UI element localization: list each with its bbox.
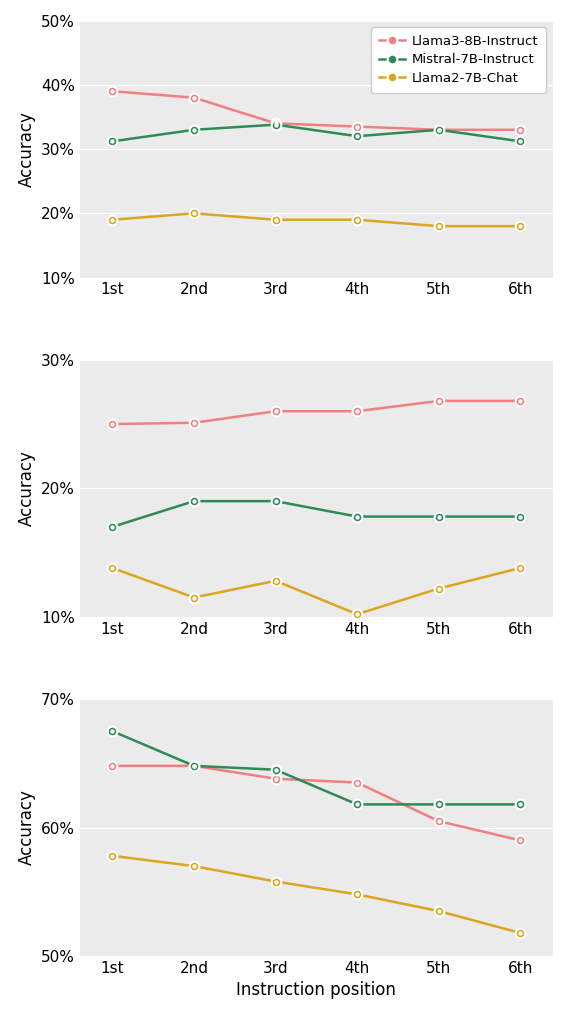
Llama3-8B-Instruct xyxy=(517,395,524,407)
Llama2-7B-Chat xyxy=(190,591,197,603)
Llama3-8B-Instruct xyxy=(354,776,361,788)
Line: Mistral-7B-Instruct: Mistral-7B-Instruct xyxy=(108,120,525,146)
Mistral-7B-Instruct xyxy=(517,798,524,810)
Llama2-7B-Chat xyxy=(272,214,279,226)
Llama2-7B-Chat xyxy=(109,214,116,226)
Llama3-8B-Instruct xyxy=(190,91,197,104)
Llama3-8B-Instruct xyxy=(272,405,279,417)
Llama2-7B-Chat xyxy=(354,608,361,620)
Mistral-7B-Instruct xyxy=(190,760,197,772)
Llama3-8B-Instruct xyxy=(109,85,116,98)
Mistral-7B-Instruct xyxy=(354,510,361,522)
Llama3-8B-Instruct xyxy=(517,835,524,847)
Mistral-7B-Instruct xyxy=(109,520,116,533)
Mistral-7B-Instruct xyxy=(272,118,279,131)
Llama2-7B-Chat xyxy=(517,220,524,232)
Line: Llama2-7B-Chat: Llama2-7B-Chat xyxy=(108,563,525,619)
Line: Llama3-8B-Instruct: Llama3-8B-Instruct xyxy=(108,761,525,845)
Llama3-8B-Instruct xyxy=(109,760,116,772)
Llama3-8B-Instruct xyxy=(354,120,361,133)
Llama3-8B-Instruct xyxy=(109,417,116,430)
Llama2-7B-Chat xyxy=(109,561,116,574)
Mistral-7B-Instruct xyxy=(272,494,279,507)
Mistral-7B-Instruct xyxy=(435,123,442,136)
Y-axis label: Accuracy: Accuracy xyxy=(17,790,35,866)
Mistral-7B-Instruct xyxy=(435,510,442,522)
Llama3-8B-Instruct xyxy=(435,815,442,828)
Llama3-8B-Instruct xyxy=(272,117,279,130)
Llama3-8B-Instruct xyxy=(517,123,524,136)
Llama3-8B-Instruct xyxy=(435,123,442,136)
Llama2-7B-Chat xyxy=(354,888,361,901)
Mistral-7B-Instruct xyxy=(354,798,361,810)
Y-axis label: Accuracy: Accuracy xyxy=(17,111,35,187)
Llama3-8B-Instruct xyxy=(354,405,361,417)
X-axis label: Instruction position: Instruction position xyxy=(237,982,396,999)
Line: Mistral-7B-Instruct: Mistral-7B-Instruct xyxy=(108,497,525,531)
Mistral-7B-Instruct xyxy=(190,123,197,136)
Llama2-7B-Chat xyxy=(517,561,524,574)
Line: Llama3-8B-Instruct: Llama3-8B-Instruct xyxy=(108,396,525,429)
Legend: Llama3-8B-Instruct, Mistral-7B-Instruct, Llama2-7B-Chat: Llama3-8B-Instruct, Mistral-7B-Instruct,… xyxy=(371,27,546,93)
Mistral-7B-Instruct xyxy=(517,135,524,147)
Line: Mistral-7B-Instruct: Mistral-7B-Instruct xyxy=(108,727,525,809)
Mistral-7B-Instruct xyxy=(272,764,279,776)
Llama2-7B-Chat xyxy=(435,905,442,917)
Mistral-7B-Instruct xyxy=(109,135,116,147)
Llama2-7B-Chat xyxy=(190,208,197,220)
Llama2-7B-Chat xyxy=(435,582,442,594)
Llama3-8B-Instruct xyxy=(190,760,197,772)
Mistral-7B-Instruct xyxy=(190,494,197,507)
Llama2-7B-Chat xyxy=(435,220,442,232)
Llama3-8B-Instruct xyxy=(435,395,442,407)
Llama2-7B-Chat xyxy=(190,859,197,872)
Line: Llama2-7B-Chat: Llama2-7B-Chat xyxy=(108,851,525,938)
Llama3-8B-Instruct xyxy=(190,416,197,429)
Mistral-7B-Instruct xyxy=(517,510,524,522)
Llama2-7B-Chat xyxy=(272,575,279,587)
Llama2-7B-Chat xyxy=(109,849,116,861)
Mistral-7B-Instruct xyxy=(109,725,116,737)
Mistral-7B-Instruct xyxy=(354,131,361,143)
Line: Llama3-8B-Instruct: Llama3-8B-Instruct xyxy=(108,86,525,135)
Y-axis label: Accuracy: Accuracy xyxy=(17,450,35,526)
Llama2-7B-Chat xyxy=(354,214,361,226)
Mistral-7B-Instruct xyxy=(435,798,442,810)
Llama2-7B-Chat xyxy=(517,927,524,940)
Llama2-7B-Chat xyxy=(272,875,279,887)
Llama3-8B-Instruct xyxy=(272,773,279,785)
Line: Llama2-7B-Chat: Llama2-7B-Chat xyxy=(108,209,525,231)
